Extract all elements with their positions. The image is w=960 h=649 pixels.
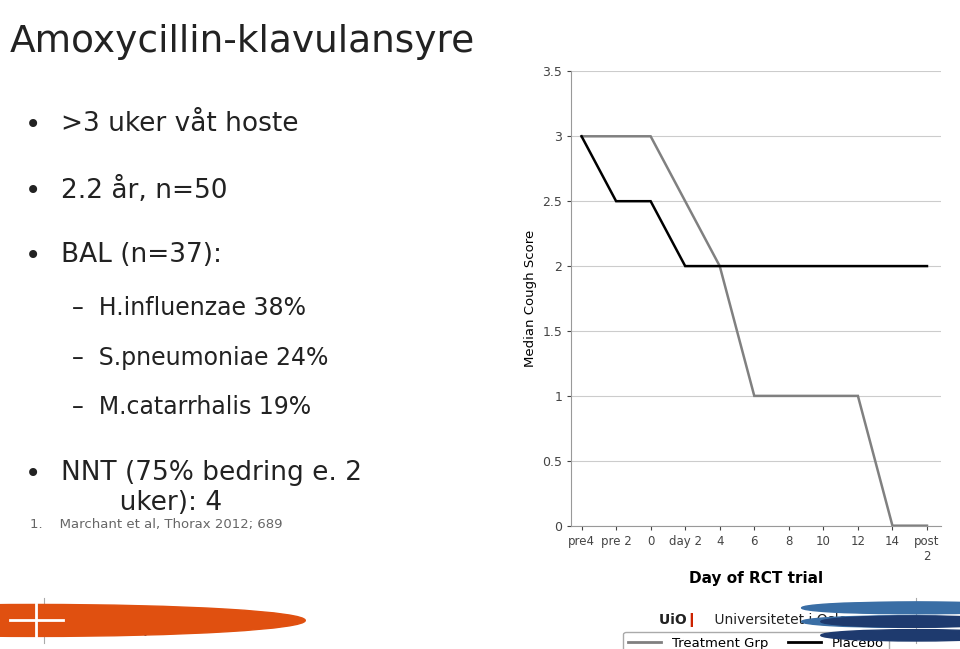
Text: >3 uker våt hoste: >3 uker våt hoste [61,111,299,137]
Text: –  H.influenzae 38%: – H.influenzae 38% [72,297,306,321]
Circle shape [840,602,960,613]
Text: NNT (75% bedring e. 2
       uker): 4: NNT (75% bedring e. 2 uker): 4 [61,460,363,516]
Text: •: • [25,111,41,139]
Circle shape [802,602,960,613]
Text: •: • [25,177,41,204]
X-axis label: Day of RCT trial: Day of RCT trial [689,571,823,586]
Circle shape [821,630,960,641]
Text: Amoxycillin-klavulansyre: Amoxycillin-klavulansyre [10,24,475,60]
Legend: Treatment Grp, Placebo: Treatment Grp, Placebo [623,632,889,649]
Text: Oslo: Oslo [72,607,107,620]
Text: 1.    Marchant et al, Thorax 2012; 689: 1. Marchant et al, Thorax 2012; 689 [31,518,283,531]
Text: universitetssykehus: universitetssykehus [72,626,183,636]
Text: ❙: ❙ [685,613,697,628]
Text: BAL (n=37):: BAL (n=37): [61,242,223,268]
Text: –  M.catarrhalis 19%: – M.catarrhalis 19% [72,395,311,419]
Circle shape [802,616,960,628]
Text: •: • [25,460,41,488]
Circle shape [821,616,960,628]
Text: •: • [25,242,41,270]
Text: –  S.pneumoniae 24%: – S.pneumoniae 24% [72,345,328,369]
Text: UiO: UiO [659,613,691,628]
Circle shape [0,604,305,637]
Text: 2.2 år, n=50: 2.2 år, n=50 [61,177,228,204]
Y-axis label: Median Cough Score: Median Cough Score [523,230,537,367]
Circle shape [821,602,960,613]
Text: Universitetet i Oslo: Universitetet i Oslo [710,613,848,628]
